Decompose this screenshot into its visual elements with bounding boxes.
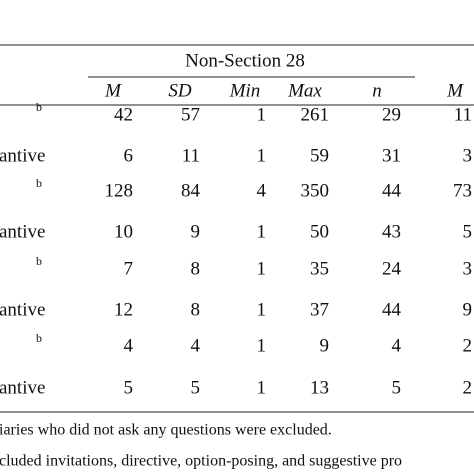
column-header: M (104, 80, 122, 101)
row-superscript: b (36, 331, 42, 345)
cell-value: 9 (320, 335, 330, 356)
row-label: antive (0, 299, 45, 320)
cell-value: 24 (382, 258, 402, 279)
cell-value: 29 (382, 104, 401, 125)
cell-value: 84 (181, 180, 201, 201)
cell-value: 5 (463, 221, 473, 242)
cell-value: 4 (257, 180, 267, 201)
cell-value: 73 (453, 180, 472, 201)
cell-value: 37 (310, 299, 329, 320)
cell-value: 4 (124, 335, 134, 356)
cell-value: 11 (454, 104, 472, 125)
cell-value: 4 (392, 335, 402, 356)
cell-value: 6 (124, 145, 134, 166)
cell-value: 1 (257, 258, 267, 279)
cell-value: 31 (382, 145, 401, 166)
cell-value: 50 (310, 221, 329, 242)
row-superscript: b (36, 254, 42, 268)
cell-value: 57 (181, 104, 200, 125)
column-header: SD (168, 80, 192, 101)
cell-value: 10 (114, 221, 133, 242)
cell-value: 1 (257, 299, 267, 320)
row-label: antive (0, 377, 45, 398)
cell-value: 11 (182, 145, 200, 166)
row-superscript: b (36, 176, 42, 190)
cell-value: 2 (463, 377, 473, 398)
footnote: iaries who did not ask any questions wer… (0, 422, 332, 439)
cell-value: 59 (310, 145, 329, 166)
cell-value: 1 (257, 221, 267, 242)
cell-value: 1 (257, 145, 267, 166)
cell-value: 3 (463, 145, 473, 166)
cell-value: 44 (382, 180, 402, 201)
cell-value: 1 (257, 377, 267, 398)
row-label: antive (0, 221, 45, 242)
row-superscript: b (36, 100, 42, 114)
column-header: Min (229, 80, 261, 101)
column-header: Max (287, 80, 322, 101)
cell-value: 1 (257, 335, 267, 356)
cell-value: 12 (114, 299, 133, 320)
cell-value: 128 (105, 180, 134, 201)
cell-value: 44 (382, 299, 402, 320)
cell-value: 2 (463, 335, 473, 356)
cell-value: 3 (463, 258, 473, 279)
cell-value: 9 (463, 299, 473, 320)
cell-value: 1 (257, 104, 267, 125)
cell-value: 13 (310, 377, 329, 398)
cell-value: 35 (310, 258, 329, 279)
cell-value: 42 (114, 104, 133, 125)
footnote: cluded invitations, directive, option-po… (0, 453, 402, 470)
cell-value: 9 (191, 221, 201, 242)
row-label: antive (0, 145, 45, 166)
cell-value: 5 (124, 377, 134, 398)
cell-value: 7 (124, 258, 134, 279)
cell-value: 261 (301, 104, 330, 125)
cell-value: 5 (392, 377, 402, 398)
cell-value: 5 (191, 377, 201, 398)
cell-value: 43 (382, 221, 401, 242)
column-header: n (372, 80, 382, 101)
cell-value: 4 (191, 335, 201, 356)
cell-value: 8 (191, 299, 201, 320)
column-header: M (446, 80, 464, 101)
cell-value: 350 (301, 180, 330, 201)
cell-value: 8 (191, 258, 201, 279)
group-header: Non-Section 28 (185, 50, 305, 71)
